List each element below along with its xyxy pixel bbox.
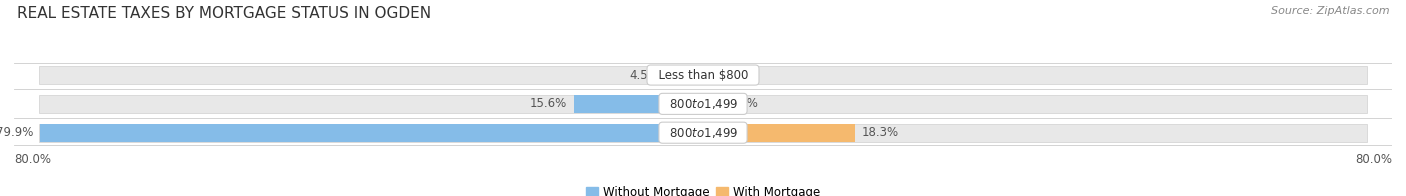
Text: Less than $800: Less than $800 — [651, 69, 755, 82]
Bar — [39, 66, 703, 84]
Text: REAL ESTATE TAXES BY MORTGAGE STATUS IN OGDEN: REAL ESTATE TAXES BY MORTGAGE STATUS IN … — [17, 6, 432, 21]
Bar — [39, 124, 703, 142]
Text: 80.0%: 80.0% — [14, 153, 51, 166]
Bar — [665, 66, 703, 84]
Text: $800 to $1,499: $800 to $1,499 — [662, 97, 744, 111]
Bar — [703, 95, 721, 113]
Text: 79.9%: 79.9% — [0, 126, 34, 139]
Bar — [703, 124, 1367, 142]
Bar — [703, 66, 1367, 84]
Legend: Without Mortgage, With Mortgage: Without Mortgage, With Mortgage — [581, 181, 825, 196]
Text: 2.2%: 2.2% — [728, 97, 758, 110]
Bar — [703, 95, 1367, 113]
Text: $800 to $1,499: $800 to $1,499 — [662, 126, 744, 140]
Text: Source: ZipAtlas.com: Source: ZipAtlas.com — [1271, 6, 1389, 16]
Text: 15.6%: 15.6% — [530, 97, 567, 110]
Text: 18.3%: 18.3% — [862, 126, 898, 139]
Bar — [39, 124, 703, 142]
Bar — [574, 95, 703, 113]
Text: 0.0%: 0.0% — [710, 69, 740, 82]
Text: 80.0%: 80.0% — [1355, 153, 1392, 166]
Bar — [39, 95, 703, 113]
Text: 4.5%: 4.5% — [630, 69, 659, 82]
Bar — [703, 124, 855, 142]
